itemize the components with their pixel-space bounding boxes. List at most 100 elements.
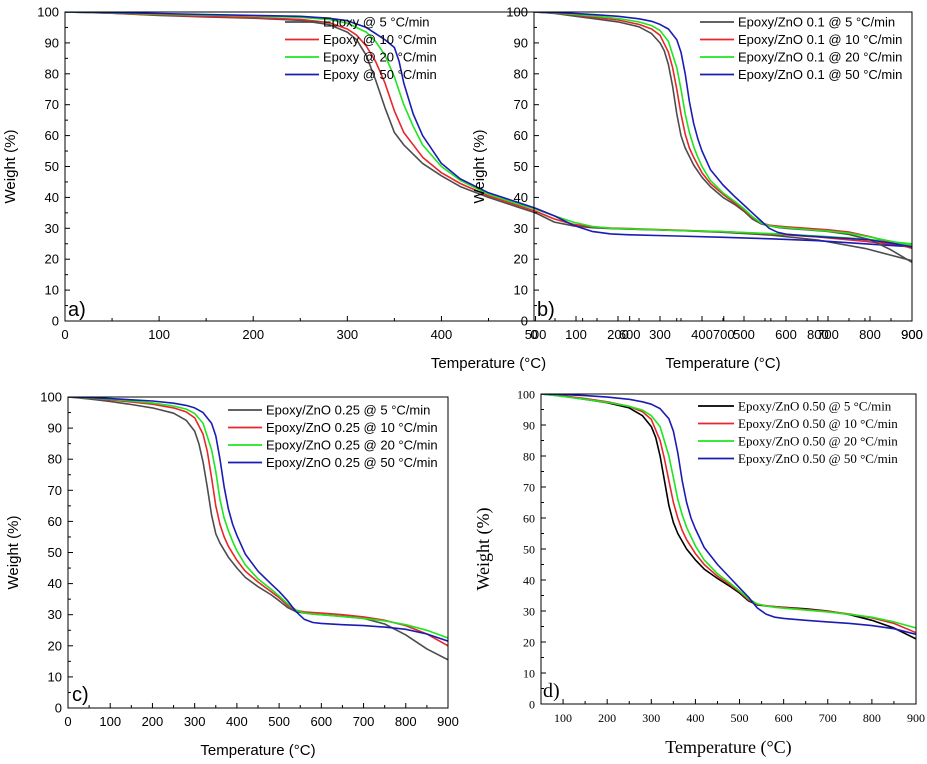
y-tick-label: 20	[514, 252, 528, 267]
legend: Epoxy/ZnO 0.1 @ 5 °C/min Epoxy/ZnO 0.1 @ …	[700, 15, 902, 82]
x-tick-label: 600	[775, 327, 797, 342]
x-tick-label: 600	[775, 711, 793, 725]
y-tick-label: 80	[514, 66, 528, 81]
y-tick-label: 30	[48, 607, 62, 622]
x-tick-label: 300	[649, 327, 671, 342]
y-tick-label: 60	[45, 128, 59, 143]
y-tick-label: 40	[523, 574, 535, 588]
panel-label: a)	[68, 299, 86, 321]
x-tick-label: 300	[184, 714, 206, 729]
legend-label: Epoxy/ZnO 0.50 @ 10 °C/min	[738, 416, 898, 431]
x-tick-label: 100	[99, 714, 121, 729]
y-tick-label: 10	[48, 669, 62, 684]
series-line-3	[534, 12, 912, 247]
x-tick-label: 900	[437, 714, 459, 729]
x-tick-label: 800	[395, 714, 417, 729]
x-tick-label: 200	[607, 327, 629, 342]
x-tick-label: 200	[598, 711, 616, 725]
y-tick-label: 50	[514, 159, 528, 174]
x-tick-label: 900	[907, 711, 925, 725]
x-axis-label: Temperature (°C)	[200, 742, 315, 759]
series-line-3	[68, 397, 448, 639]
y-tick-label: 100	[517, 388, 535, 402]
chart-panel-a: 0 100 200 300 400 500 600 700 800 900010203040506…	[2, 5, 923, 373]
y-tick-label: 20	[45, 252, 59, 267]
x-tick-label: 700	[819, 711, 837, 725]
x-tick-label: 200	[142, 714, 164, 729]
panel-label: c)	[72, 684, 89, 706]
series-line-3	[541, 394, 916, 629]
y-tick-label: 30	[523, 605, 535, 619]
y-tick-label: 100	[37, 5, 59, 20]
series-line-2	[65, 12, 912, 248]
legend: Epoxy/ZnO 0.25 @ 5 °C/min Epoxy/ZnO 0.25 …	[228, 403, 438, 470]
x-axis-label: Temperature (°C)	[665, 737, 791, 758]
legend: Epoxy/ZnO 0.50 @ 5 °C/min Epoxy/ZnO 0.50 …	[698, 399, 898, 466]
x-tick-label: 400	[431, 327, 453, 342]
chart-panel-d: 100 200 300 400 500 600 700 800 900 0 10 20 30 40 50 60…	[473, 388, 925, 759]
x-tick-label: 0	[61, 327, 68, 342]
y-tick-label: 40	[45, 190, 59, 205]
series-line-3	[65, 12, 912, 245]
legend-label: Epoxy/ZnO 0.1 @ 20 °C/min	[738, 50, 902, 65]
y-tick-label: 0	[529, 698, 535, 712]
y-tick-label: 10	[45, 283, 59, 298]
y-tick-label: 40	[48, 576, 62, 591]
legend-label: Epoxy/ZnO 0.1 @ 5 °C/min	[738, 15, 895, 30]
legend-label: Epoxy/ZnO 0.50 @ 20 °C/min	[738, 434, 898, 449]
x-tick-label: 500	[525, 327, 547, 342]
x-axis-label: Temperature (°C)	[431, 355, 546, 372]
panel-label: d)	[543, 680, 560, 702]
x-tick-label: 700	[353, 714, 375, 729]
legend-label: Epoxy @ 50 °C/min	[323, 67, 437, 82]
legend-label: Epoxy/ZnO 0.1 @ 50 °C/min	[738, 67, 902, 82]
x-tick-label: 300	[336, 327, 358, 342]
y-tick-label: 30	[45, 221, 59, 236]
panel-label: b)	[537, 299, 555, 321]
x-tick-label: 100	[554, 711, 572, 725]
y-tick-label: 100	[40, 390, 62, 405]
y-tick-label: 30	[514, 221, 528, 236]
y-tick-label: 50	[48, 545, 62, 560]
legend-label: Epoxy @ 20 °C/min	[323, 50, 437, 65]
y-axis-label: Weight (%)	[2, 130, 19, 204]
y-tick-label: 0	[55, 701, 62, 716]
legend: Epoxy @ 5 °C/min Epoxy @ 10 °C/min Epoxy @…	[285, 15, 437, 82]
y-tick-label: 20	[48, 638, 62, 653]
x-tick-label: 500	[731, 711, 749, 725]
legend-label: Epoxy/ZnO 0.1 @ 10 °C/min	[738, 32, 902, 47]
y-axis-label: Weight (%)	[471, 130, 488, 204]
x-tick-label: 200	[242, 327, 264, 342]
x-tick-label: 400	[691, 327, 713, 342]
x-tick-label: 700	[713, 327, 735, 342]
legend-label: Epoxy/ZnO 0.50 @ 50 °C/min	[738, 451, 898, 466]
x-tick-label: 700	[817, 327, 839, 342]
x-tick-label: 800	[859, 327, 881, 342]
y-tick-label: 40	[514, 190, 528, 205]
chart-panel-c: 0 100 200 300 400 500 600 700 800 900 0 10 20 30 40 50 6…	[5, 390, 459, 760]
x-tick-label: 400	[686, 711, 704, 725]
legend-label: Epoxy @ 5 °C/min	[323, 15, 430, 30]
x-tick-label: 600	[619, 327, 641, 342]
y-tick-label: 0	[52, 314, 59, 329]
x-tick-label: 800	[863, 711, 881, 725]
y-tick-label: 60	[514, 128, 528, 143]
y-tick-label: 70	[523, 481, 535, 495]
y-tick-label: 50	[523, 543, 535, 557]
series-line-4	[68, 397, 448, 642]
y-tick-label: 20	[523, 636, 535, 650]
legend-label: Epoxy/ZnO 0.25 @ 20 °C/min	[266, 438, 438, 453]
x-tick-label: 600	[310, 714, 332, 729]
y-tick-label: 50	[45, 159, 59, 174]
series-line-2	[68, 397, 448, 647]
x-tick-label: 500	[268, 714, 290, 729]
y-tick-label: 90	[523, 419, 535, 433]
legend-label: Epoxy @ 10 °C/min	[323, 32, 437, 47]
legend-label: Epoxy/ZnO 0.50 @ 5 °C/min	[738, 399, 892, 414]
y-tick-label: 10	[514, 283, 528, 298]
series-line-4	[65, 12, 912, 248]
y-tick-label: 80	[523, 450, 535, 464]
series-line-4	[534, 12, 912, 248]
y-axis-label: Weight (%)	[473, 507, 494, 590]
